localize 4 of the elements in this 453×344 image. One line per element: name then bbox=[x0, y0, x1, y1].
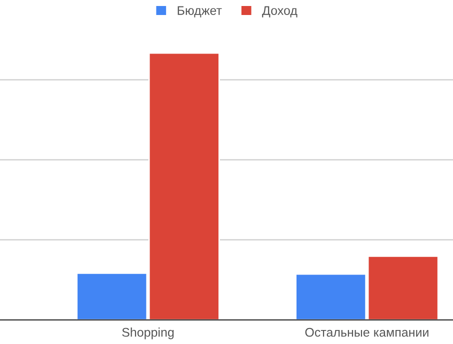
x-tick-label: Остальные кампании bbox=[305, 328, 428, 337]
x-tick-label: Shopping bbox=[122, 328, 174, 340]
legend-label: Бюджет bbox=[178, 6, 222, 18]
legend-label: Доход bbox=[262, 6, 298, 18]
